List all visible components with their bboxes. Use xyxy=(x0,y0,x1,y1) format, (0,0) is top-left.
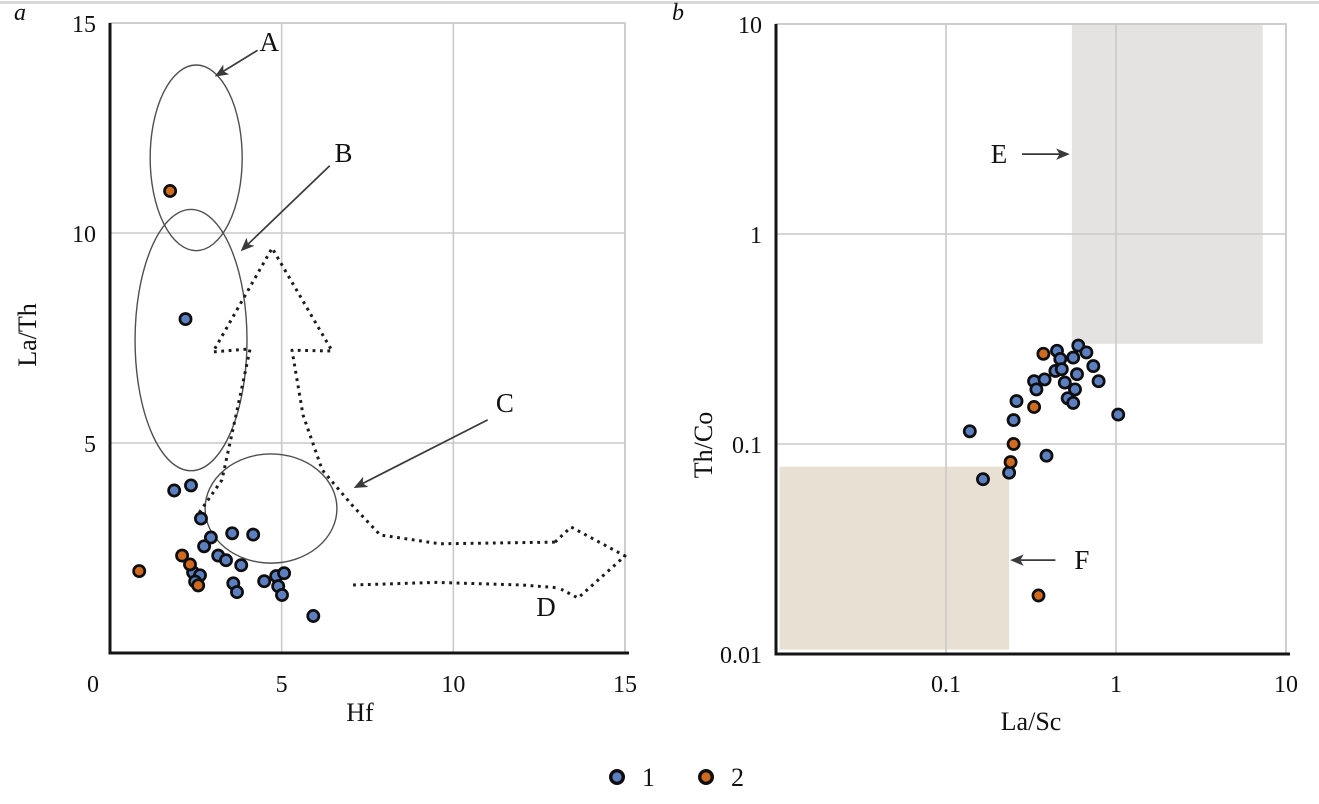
x-tick-label: 10 xyxy=(441,672,465,698)
y-tick-label: 10 xyxy=(738,13,762,39)
panel-b-y-axis-title: Th/Co xyxy=(689,412,718,478)
panel-b-x-axis-title: La/Sc xyxy=(1001,707,1062,736)
data-point-series1 xyxy=(203,530,218,545)
data-point-series1 xyxy=(1068,382,1082,397)
panel-a-label: a xyxy=(14,0,26,26)
data-point-series1 xyxy=(1066,350,1081,365)
data-point-series1 xyxy=(1070,367,1084,382)
data-point-series1 xyxy=(1066,395,1081,410)
data-point-series1 xyxy=(962,424,977,439)
legend-label-series2: 2 xyxy=(731,763,744,792)
data-point-series1 xyxy=(197,539,212,554)
data-point-series2 xyxy=(1006,437,1021,451)
panel-a-plot: 0 5 10 15 5 10 15 A B C D xyxy=(72,12,637,698)
x-tick-label: 5 xyxy=(276,672,288,698)
data-point-series1 xyxy=(257,574,272,589)
y-tick-label: 15 xyxy=(72,12,96,38)
data-point-series1 xyxy=(225,526,240,541)
x-tick-label: 0 xyxy=(87,672,99,698)
panel-a-y-axis-title: La/Th xyxy=(13,303,42,367)
legend: 1 2 xyxy=(609,763,744,792)
legend-marker-series1 xyxy=(609,769,626,786)
data-point-series1 xyxy=(1111,407,1126,422)
annotation-letter-A: A xyxy=(260,27,280,57)
data-point-series1 xyxy=(976,472,990,487)
data-point-series1 xyxy=(194,511,208,526)
annotation-letter-E: E xyxy=(991,139,1008,169)
data-point-series1 xyxy=(184,478,198,493)
data-point-series1 xyxy=(275,588,289,602)
region-F-field xyxy=(779,466,1010,650)
ellipse-B xyxy=(134,208,248,472)
data-point-series1 xyxy=(1009,394,1024,409)
y-tick-label: 0.01 xyxy=(720,643,762,669)
y-tick-label: 0.1 xyxy=(732,433,762,459)
data-point-series1 xyxy=(178,312,193,327)
data-point-series2 xyxy=(132,564,147,579)
data-point-series2 xyxy=(175,548,190,563)
region-E-field xyxy=(1071,24,1263,344)
y-tick-label: 1 xyxy=(750,223,762,249)
legend-marker-series2 xyxy=(698,769,715,786)
annotation-arrow xyxy=(214,49,259,77)
data-point-series2 xyxy=(1027,400,1042,414)
dotted-rightward-trend-arrowhead xyxy=(553,525,627,600)
dotted-upward-trend-arrow xyxy=(193,246,556,546)
data-point-series1 xyxy=(219,553,233,568)
dotted-rightward-trend-lower-line xyxy=(353,580,560,590)
annotation-letter-F: F xyxy=(1074,545,1089,575)
ellipse-A xyxy=(149,64,243,252)
data-point-series2 xyxy=(1031,588,1046,603)
annotation-letter-B: B xyxy=(334,138,352,168)
data-point-series1 xyxy=(230,585,244,600)
data-point-series1 xyxy=(246,527,261,542)
data-point-series1 xyxy=(167,483,182,498)
annotation-letter-D: D xyxy=(536,592,556,622)
y-tick-label: 5 xyxy=(84,432,96,458)
data-point-series1 xyxy=(1037,372,1052,387)
x-tick-label: 15 xyxy=(613,672,637,698)
annotation-arrow xyxy=(353,419,489,489)
data-point-series2 xyxy=(163,184,178,198)
ellipse-C xyxy=(204,453,338,564)
data-point-series1 xyxy=(234,558,249,573)
data-point-series1 xyxy=(1006,413,1021,428)
panel-b-label: b xyxy=(672,0,684,26)
data-point-series1 xyxy=(1091,374,1106,389)
y-tick-label: 10 xyxy=(72,222,96,248)
x-tick-label: 10 xyxy=(1274,672,1298,698)
annotation-letter-C: C xyxy=(496,388,514,418)
data-point-series2 xyxy=(183,557,197,572)
annotation-arrow xyxy=(240,165,331,252)
data-point-series1 xyxy=(1029,382,1044,397)
panel-a-x-axis-title: Hf xyxy=(346,698,374,727)
data-point-series2 xyxy=(191,578,206,593)
data-point-series2 xyxy=(1003,455,1018,470)
data-point-series1 xyxy=(306,609,321,623)
x-tick-label: 1 xyxy=(1110,672,1122,698)
data-point-series1 xyxy=(1086,359,1101,374)
data-point-series1 xyxy=(1039,448,1054,463)
legend-label-series1: 1 xyxy=(642,763,655,792)
data-point-series2 xyxy=(1036,346,1051,361)
data-point-series1 xyxy=(1054,362,1069,377)
data-point-series1 xyxy=(1057,375,1072,390)
data-point-series1 xyxy=(277,566,292,581)
x-tick-label: 0.1 xyxy=(931,672,961,698)
data-point-series1 xyxy=(1079,345,1094,360)
panel-b-plot: 0.1 1 10 0.01 0.1 1 10 E F xyxy=(720,13,1298,698)
